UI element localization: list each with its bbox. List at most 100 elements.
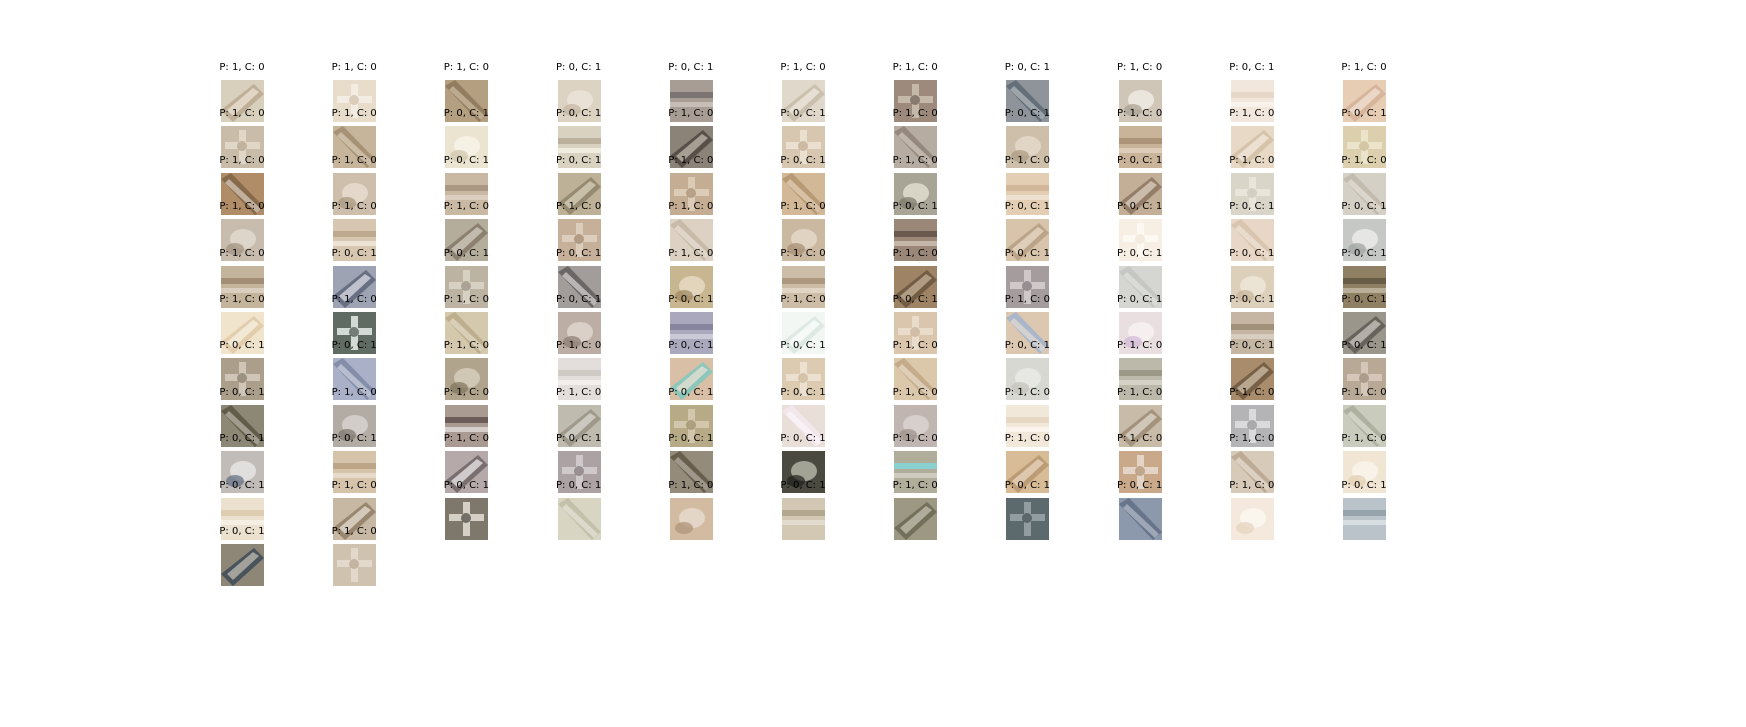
grid-cell: P: 0, C: 1 bbox=[436, 155, 496, 217]
cell-label: P: 1, C: 0 bbox=[1229, 479, 1275, 491]
grid-cell: P: 0, C: 1 bbox=[997, 62, 1057, 124]
thumbnail-image bbox=[669, 358, 713, 401]
grid-cell: P: 0, C: 1 bbox=[997, 108, 1057, 170]
thumbnail-image bbox=[782, 172, 825, 215]
cell-label: P: 1, C: 0 bbox=[780, 62, 826, 73]
grid-cell: P: 1, C: 0 bbox=[324, 480, 384, 542]
thumbnail-image bbox=[1118, 358, 1162, 401]
thumbnail-image bbox=[894, 451, 938, 494]
cell-label: P: 0, C: 1 bbox=[555, 479, 602, 491]
cell-thumbnail bbox=[782, 172, 825, 215]
thumbnail-image bbox=[669, 451, 713, 494]
thumbnail-image bbox=[1118, 312, 1162, 354]
cell-thumbnail bbox=[557, 172, 601, 215]
cell-label: P: 0, C: 1 bbox=[1004, 108, 1050, 120]
cell-thumbnail bbox=[782, 80, 825, 122]
cell-thumbnail bbox=[669, 312, 713, 354]
grid-cell: P: 0, C: 1 bbox=[212, 526, 272, 588]
cell-thumbnail bbox=[1230, 126, 1274, 169]
grid-cell: P: 0, C: 1 bbox=[549, 480, 609, 542]
thumbnail-image bbox=[782, 451, 825, 494]
cell-thumbnail bbox=[894, 312, 938, 354]
cell-label: P: 1, C: 0 bbox=[668, 108, 714, 120]
cell-label: P: 1, C: 0 bbox=[892, 62, 938, 73]
thumbnail-image bbox=[557, 265, 601, 308]
cell-thumbnail bbox=[445, 312, 489, 354]
grid-cell: P: 0, C: 1 bbox=[212, 480, 272, 542]
grid-cell: P: 0, C: 1 bbox=[1110, 201, 1170, 263]
grid-cell: P: 1, C: 0 bbox=[212, 108, 272, 170]
grid-cell: P: 0, C: 1 bbox=[1110, 480, 1170, 542]
thumbnail-image bbox=[1006, 80, 1050, 122]
grid-cell: P: 1, C: 0 bbox=[324, 108, 384, 170]
cell-label: P: 0, C: 1 bbox=[219, 386, 265, 398]
grid-cell: P: 1, C: 0 bbox=[1222, 387, 1282, 449]
cell-thumbnail bbox=[333, 404, 377, 447]
grid-cell: P: 1, C: 0 bbox=[436, 62, 496, 124]
grid-cell: P: 0, C: 1 bbox=[436, 248, 496, 310]
grid-cell: P: 1, C: 0 bbox=[1222, 108, 1282, 170]
thumbnail-image bbox=[782, 126, 825, 169]
grid-cell: P: 0, C: 1 bbox=[1110, 248, 1170, 310]
thumbnail-image bbox=[333, 219, 377, 262]
grid-cell: P: 0, C: 1 bbox=[661, 340, 721, 402]
cell-label: P: 0, C: 1 bbox=[1229, 62, 1275, 73]
cell-thumbnail bbox=[221, 80, 264, 122]
cell-thumbnail bbox=[557, 80, 601, 122]
grid-cell: P: 1, C: 0 bbox=[885, 155, 945, 217]
cell-label: P: 1, C: 0 bbox=[1004, 294, 1050, 305]
thumbnail-image bbox=[1118, 404, 1162, 447]
cell-thumbnail bbox=[894, 80, 938, 122]
grid-cell: P: 0, C: 1 bbox=[1334, 108, 1394, 170]
grid-cell: P: 1, C: 0 bbox=[436, 201, 496, 263]
cell-label: P: 1, C: 0 bbox=[892, 340, 938, 352]
cell-thumbnail bbox=[1230, 265, 1274, 308]
grid-cell: P: 0, C: 1 bbox=[997, 480, 1057, 542]
thumbnail-image bbox=[1118, 451, 1162, 494]
thumbnail-image bbox=[1230, 126, 1274, 169]
grid-cell: P: 1, C: 0 bbox=[324, 294, 384, 356]
grid-cell: P: 1, C: 0 bbox=[436, 294, 496, 356]
grid-cell: P: 1, C: 0 bbox=[324, 201, 384, 263]
cell-thumbnail bbox=[1343, 497, 1386, 540]
grid-cell: P: 1, C: 0 bbox=[997, 387, 1057, 449]
cell-label: P: 0, C: 1 bbox=[668, 62, 714, 73]
grid-cell: P: 0, C: 1 bbox=[661, 294, 721, 356]
grid-cell: P: 1, C: 0 bbox=[436, 340, 496, 402]
thumbnail-image bbox=[1230, 451, 1274, 494]
grid-cell: P: 0, C: 1 bbox=[212, 340, 272, 402]
grid-cell: P: 1, C: 0 bbox=[885, 433, 945, 495]
cell-thumbnail bbox=[221, 219, 264, 262]
cell-label: P: 1, C: 0 bbox=[1229, 433, 1275, 445]
grid-cell: P: 0, C: 1 bbox=[1222, 340, 1282, 402]
cell-label: P: 1, C: 0 bbox=[668, 201, 714, 213]
cell-thumbnail bbox=[1006, 497, 1050, 540]
thumbnail-image bbox=[333, 265, 377, 308]
grid-cell: P: 1, C: 0 bbox=[1110, 108, 1170, 170]
cell-thumbnail bbox=[782, 404, 825, 447]
cell-thumbnail bbox=[1230, 312, 1274, 354]
grid-cell: P: 1, C: 0 bbox=[885, 480, 945, 542]
cell-thumbnail bbox=[1006, 312, 1050, 354]
cell-label: P: 0, C: 1 bbox=[1229, 201, 1275, 213]
cell-thumbnail bbox=[1118, 497, 1162, 540]
thumbnail-image bbox=[557, 219, 601, 262]
grid-cell: P: 1, C: 0 bbox=[1110, 387, 1170, 449]
grid-cell: P: 0, C: 1 bbox=[661, 62, 721, 124]
grid-cell: P: 0, C: 1 bbox=[773, 340, 833, 402]
grid-cell: P: 1, C: 0 bbox=[885, 340, 945, 402]
thumbnail-image bbox=[894, 126, 938, 169]
thumbnail-image bbox=[1343, 265, 1386, 308]
grid-cell: P: 0, C: 1 bbox=[212, 387, 272, 449]
cell-label: P: 0, C: 1 bbox=[668, 340, 714, 352]
thumbnail-image bbox=[333, 80, 377, 122]
grid-cell: P: 1, C: 0 bbox=[661, 108, 721, 170]
cell-label: P: 0, C: 1 bbox=[443, 108, 489, 120]
cell-thumbnail bbox=[1006, 80, 1050, 122]
cell-thumbnail bbox=[894, 265, 938, 308]
thumbnail-image bbox=[669, 126, 713, 169]
cell-thumbnail bbox=[1118, 172, 1162, 215]
grid-cell: P: 0, C: 1 bbox=[1334, 294, 1394, 356]
cell-thumbnail bbox=[669, 219, 713, 262]
cell-label: P: 0, C: 1 bbox=[780, 154, 826, 166]
